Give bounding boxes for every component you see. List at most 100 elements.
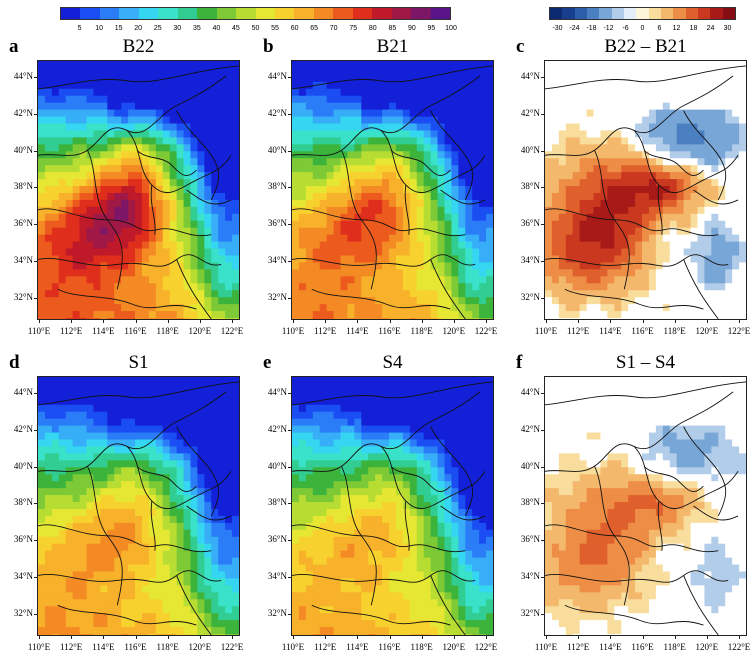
- latitude-label: 34°N: [13, 255, 33, 265]
- latitude-label: 40°N: [13, 144, 33, 155]
- province-border: [150, 184, 156, 235]
- latitude-label: 44°N: [520, 71, 540, 81]
- colorbar-swatch: [158, 8, 178, 19]
- colorbar-tick-label: 50: [251, 25, 260, 32]
- longitude-label: 120°E: [442, 326, 466, 336]
- province-border: [150, 500, 156, 551]
- longitude-label: 116°E: [631, 642, 654, 652]
- latitude-tick: [541, 224, 544, 226]
- longitude-tick: [674, 320, 676, 323]
- province-border: [57, 604, 197, 626]
- longitude-tick: [739, 636, 740, 639]
- colorbar-tick-label: 5: [77, 25, 82, 32]
- map-panel-e: [291, 376, 494, 636]
- latitude-tick: [288, 261, 291, 262]
- latitude-tick: [288, 113, 291, 115]
- latitude-tick: [541, 77, 544, 78]
- latitude-label: 42°N: [520, 107, 540, 118]
- latitude-tick: [541, 113, 544, 115]
- province-border: [38, 381, 239, 406]
- latitude-tick: [34, 187, 37, 189]
- map-panel-f: [544, 376, 747, 636]
- longitude-tick: [739, 320, 740, 323]
- latitude-label: 36°N: [520, 218, 540, 229]
- colorbar-tick-label: 0: [640, 25, 645, 32]
- longitude-tick: [71, 320, 73, 323]
- province-border: [683, 426, 727, 517]
- panel-title: B21: [376, 36, 409, 57]
- longitude-tick: [103, 636, 105, 639]
- longitude-label: 114°E: [92, 326, 115, 336]
- province-border: [430, 426, 474, 517]
- latitude-tick: [288, 540, 291, 542]
- longitude-label: 112°E: [314, 326, 337, 336]
- province-border: [136, 149, 197, 177]
- longitude-label: 120°E: [188, 642, 212, 652]
- latitude-tick: [541, 187, 544, 189]
- latitude-tick: [541, 466, 544, 468]
- colorbar-tick-label: 65: [310, 25, 319, 32]
- province-border: [311, 288, 451, 310]
- panel-letter: a: [9, 36, 19, 57]
- longitude-label: 116°E: [378, 642, 401, 652]
- province-border: [683, 575, 719, 635]
- latitude-label: 42°N: [13, 107, 33, 118]
- province-border: [380, 446, 486, 510]
- longitude-label: 114°E: [346, 326, 369, 336]
- colorbar-tick-label: -24: [569, 25, 580, 32]
- longitude-tick: [232, 636, 233, 639]
- province-border: [57, 288, 197, 310]
- longitude-label: 110°E: [281, 642, 305, 652]
- longitude-tick: [389, 636, 391, 639]
- colorbar-tick-label: 55: [271, 25, 279, 32]
- province-border: [292, 254, 476, 267]
- longitude-label: 120°E: [442, 642, 466, 652]
- map-panel-d: [37, 376, 240, 636]
- longitude-label: 110°E: [27, 642, 51, 652]
- colorbar-tick-label: 40: [212, 25, 221, 32]
- colorbar-tick-label: -30: [552, 25, 563, 32]
- longitude-label: 118°E: [663, 642, 686, 652]
- province-border: [292, 524, 466, 553]
- latitude-tick: [541, 429, 544, 431]
- colorbar-swatch: [586, 8, 600, 19]
- longitude-label: 112°E: [567, 642, 590, 652]
- colorbar-swatch: [372, 8, 392, 19]
- longitude-tick: [578, 320, 580, 323]
- province-border: [693, 189, 739, 205]
- latitude-label: 38°N: [13, 181, 33, 192]
- map-panel-c: [544, 60, 747, 320]
- longitude-label: 114°E: [599, 326, 622, 336]
- province-border: [38, 65, 239, 90]
- colorbar-swatch: [623, 8, 637, 19]
- province-border: [38, 254, 222, 267]
- longitude-label: 114°E: [599, 642, 622, 652]
- latitude-label: 32°N: [13, 607, 33, 618]
- colorbar-swatch: [562, 8, 575, 19]
- province-border: [545, 381, 746, 406]
- longitude-tick: [293, 636, 294, 639]
- latitude-tick: [288, 577, 291, 578]
- province-border: [390, 149, 451, 177]
- province-border: [545, 254, 729, 267]
- colorbar-tick-label: -18: [586, 25, 597, 32]
- latitude-tick: [34, 540, 37, 542]
- longitude-tick: [357, 320, 359, 323]
- province-border: [545, 65, 746, 90]
- province-border: [657, 184, 663, 235]
- latitude-tick: [34, 150, 37, 152]
- province-border: [380, 130, 486, 194]
- longitude-label: 110°E: [534, 642, 558, 652]
- province-border: [545, 208, 719, 237]
- colorbar-swatch: [710, 8, 723, 19]
- latitude-tick: [541, 613, 544, 615]
- latitude-tick: [541, 577, 544, 578]
- latitude-tick: [288, 429, 291, 431]
- colorbar-tick-label: 60: [290, 25, 299, 32]
- province-border: [292, 65, 493, 90]
- province-border: [440, 505, 486, 521]
- map-field: [292, 61, 493, 319]
- colorbar-swatch: [722, 8, 735, 19]
- panel-letter: c: [516, 36, 525, 57]
- province-border: [176, 259, 212, 319]
